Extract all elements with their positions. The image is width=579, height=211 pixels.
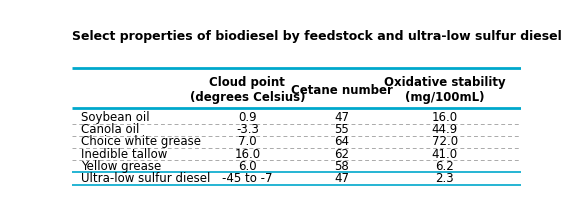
Text: 47: 47 (334, 172, 349, 185)
Text: Cloud point
(degrees Celsius): Cloud point (degrees Celsius) (190, 76, 305, 104)
Text: Cetane number: Cetane number (291, 84, 393, 97)
Text: 47: 47 (334, 111, 349, 124)
Text: 6.0: 6.0 (238, 160, 256, 173)
Text: 58: 58 (334, 160, 349, 173)
Text: Soybean oil: Soybean oil (81, 111, 150, 124)
Text: 41.0: 41.0 (432, 147, 458, 161)
Text: -45 to -7: -45 to -7 (222, 172, 273, 185)
Text: 7.0: 7.0 (238, 135, 256, 148)
Text: Ultra-low sulfur diesel: Ultra-low sulfur diesel (81, 172, 211, 185)
Text: 55: 55 (334, 123, 349, 136)
Text: -3.3: -3.3 (236, 123, 259, 136)
Text: Yellow grease: Yellow grease (81, 160, 162, 173)
Text: Select properties of biodiesel by feedstock and ultra-low sulfur diesel: Select properties of biodiesel by feedst… (72, 30, 562, 43)
Text: 2.3: 2.3 (435, 172, 454, 185)
Text: Inedible tallow: Inedible tallow (81, 147, 168, 161)
Text: 6.2: 6.2 (435, 160, 454, 173)
Text: 72.0: 72.0 (432, 135, 458, 148)
Text: 44.9: 44.9 (432, 123, 458, 136)
Text: Oxidative stability
(mg/100mL): Oxidative stability (mg/100mL) (384, 76, 505, 104)
Text: 0.9: 0.9 (238, 111, 256, 124)
Text: Choice white grease: Choice white grease (81, 135, 201, 148)
Text: 64: 64 (334, 135, 349, 148)
Text: 16.0: 16.0 (234, 147, 261, 161)
Text: 16.0: 16.0 (432, 111, 458, 124)
Text: 62: 62 (334, 147, 349, 161)
Text: Canola oil: Canola oil (81, 123, 140, 136)
